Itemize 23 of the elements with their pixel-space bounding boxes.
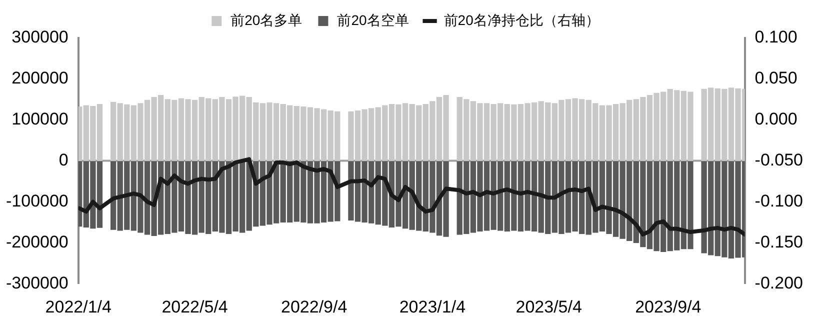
y2-tick-label: -0.200	[754, 273, 803, 292]
y-tick-label: 100000	[12, 110, 68, 129]
y2-tick-label: 0.000	[754, 110, 798, 129]
y-tick-label: -200000	[6, 232, 68, 252]
x-tick-label: 2023/5/4	[516, 297, 582, 316]
legend-label: 前20名空单	[337, 12, 409, 28]
y-tick-label: 0	[58, 150, 68, 170]
y2-tick-label: 0.050	[754, 68, 798, 88]
y-tick-label: 300000	[12, 28, 68, 47]
y2-tick-label: -0.100	[754, 191, 803, 210]
y2-tick-label: -0.050	[754, 150, 803, 170]
y-tick-label: -300000	[6, 273, 68, 292]
y2-tick-label: -0.150	[754, 232, 803, 252]
y-tick-label: -100000	[6, 191, 68, 210]
legend-label: 前20名多单	[230, 12, 302, 28]
x-tick-label: 2023/1/4	[399, 297, 466, 316]
x-tick-label: 2023/9/4	[635, 297, 702, 316]
y-tick-label: 200000	[12, 68, 68, 88]
x-tick-label: 2022/5/4	[162, 297, 228, 316]
legend-label: 前20名净持仓比（右轴）	[444, 12, 600, 28]
y2-tick-label: 0.100	[754, 28, 798, 47]
x-tick-label: 2022/1/4	[45, 297, 112, 316]
x-tick-label: 2022/9/4	[281, 297, 348, 316]
